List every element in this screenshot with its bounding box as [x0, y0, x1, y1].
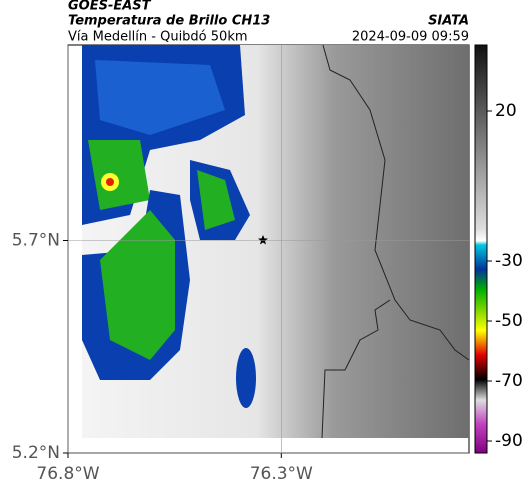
colorbar-tick-label: 20 [495, 101, 517, 121]
product: Temperatura de Brillo CH13 [68, 14, 270, 29]
map-panel: 76.8°W 76.3°W 5.2°N 5.7°N [12, 44, 470, 484]
colorbar-tick-label: -90 [495, 431, 523, 451]
map-axes: 76.8°W 76.3°W 5.2°N 5.7°N [12, 45, 469, 484]
cloud [236, 348, 256, 408]
border [321, 44, 470, 439]
colorbar-axes: 20 -30 -50 -70 -90 [487, 101, 523, 451]
cloud [106, 178, 114, 186]
colorbar-tick-label: -70 [495, 371, 523, 391]
source: SIATA [428, 14, 469, 29]
y-tick-label: 5.7°N [12, 231, 60, 251]
datetime: 2024-09-09 09:59 [352, 30, 469, 45]
cloud [197, 170, 235, 230]
x-tick-label: 76.3°W [250, 464, 313, 484]
location-marker [258, 235, 268, 245]
satellite: GOES-EAST [68, 0, 152, 14]
cloud [95, 60, 225, 135]
colorbar-tick-label: -50 [495, 311, 523, 331]
y-tick-label: 5.2°N [12, 443, 60, 463]
colorbar-tick-label: -30 [495, 251, 523, 271]
cloud [88, 140, 150, 210]
x-tick-label: 76.8°W [36, 464, 99, 484]
cloud [100, 210, 175, 360]
colorbar [474, 44, 488, 454]
region: Vía Medellín - Quibdó 50km [68, 30, 248, 45]
